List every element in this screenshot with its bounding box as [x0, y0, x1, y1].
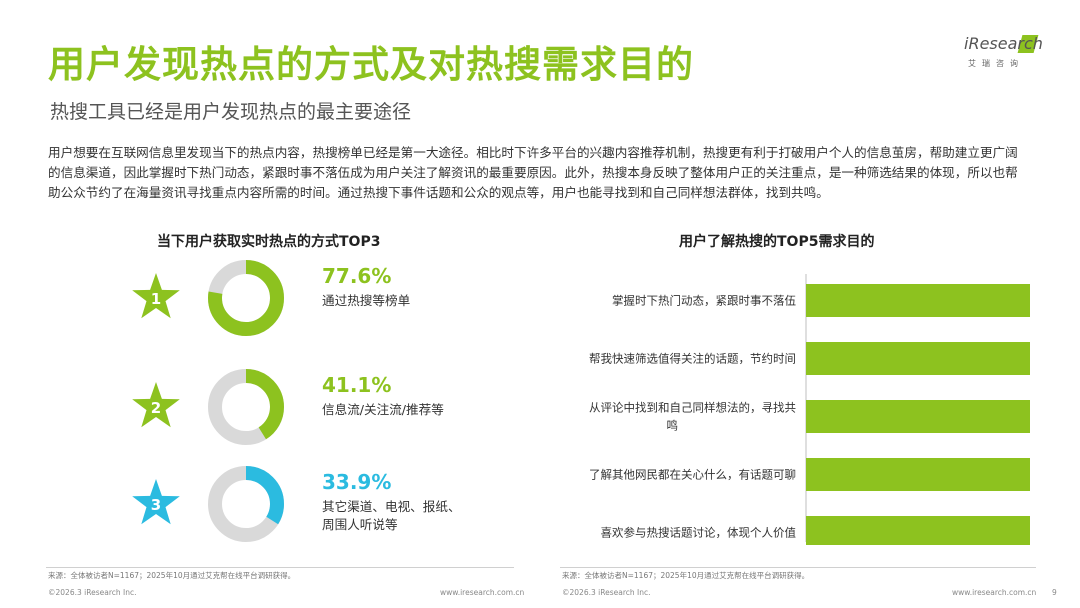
donut-percent: 77.6%: [322, 264, 392, 288]
bar: [806, 400, 1030, 433]
donut-label: 其它渠道、电视、报纸、周围人听说等: [322, 499, 461, 532]
rank-star-icon: 2: [130, 381, 182, 431]
bar: [806, 284, 1030, 317]
donut-row-2: 2 41.1% 信息流/关注流/推荐等: [130, 367, 510, 457]
bar-category-label: 掌握时下热门动态，紧跟时事不落伍: [612, 294, 796, 308]
left-chart-title: 当下用户获取实时热点的方式TOP3: [157, 234, 381, 250]
left-url: www.iresearch.com.cn: [440, 588, 525, 597]
right-source-note: 来源：全体被访者N=1167；2025年10月通过艾克帮在线平台调研获得。: [562, 571, 810, 580]
rank-number: 3: [150, 496, 162, 514]
donut-chart: [208, 260, 284, 336]
donut-chart: [208, 466, 284, 542]
right-divider: [560, 567, 1036, 568]
rank-number: 2: [150, 399, 162, 417]
bar-chart: 67.6%掌握时下热门动态，紧跟时事不落伍55.5%帮我快速筛选值得关注的话题，…: [589, 274, 1030, 545]
donut-percent: 33.9%: [322, 470, 392, 494]
bar: [806, 516, 1030, 545]
rank-number: 1: [150, 290, 162, 308]
donut-label: 通过热搜等榜单: [322, 293, 411, 308]
right-chart-title: 用户了解热搜的TOP5需求目的: [679, 234, 875, 250]
donut-arc: [208, 466, 284, 542]
donut-chart: [208, 369, 284, 445]
bar-category-label: 帮我快速筛选值得关注的话题，节约时间: [589, 352, 796, 366]
donut-row-3: 3 33.9% 其它渠道、电视、报纸、周围人听说等: [130, 464, 510, 554]
left-divider: [46, 567, 514, 568]
logo-wordmark: iResearch: [964, 34, 1043, 53]
bar: [806, 458, 1030, 491]
bar: [806, 342, 1030, 375]
donut-arc: [208, 369, 284, 445]
logo-chinese: 艾瑞咨询: [968, 59, 1024, 68]
donut-percent: 41.1%: [322, 373, 392, 397]
left-copyright: ©2026.3 iResearch Inc.: [48, 588, 137, 597]
rank-star-icon: 3: [130, 478, 182, 528]
intro-paragraph: 用户想要在互联网信息里发现当下的热点内容，热搜榜单已经是第一大途径。相比时下许多…: [48, 145, 1018, 200]
page-number: 9: [1052, 588, 1057, 597]
bar-category-label: 喜欢参与热搜话题讨论，体现个人价值: [601, 526, 797, 540]
rank-star-icon: 1: [130, 272, 182, 322]
right-copyright: ©2026.3 iResearch Inc.: [562, 588, 651, 597]
iresearch-logo: iResearch 艾瑞咨询: [962, 30, 1043, 78]
page-subtitle: 热搜工具已经是用户发现热点的最主要途径: [50, 101, 412, 123]
donut-row-1: 1 77.6% 通过热搜等榜单: [130, 258, 510, 348]
bar-category-label: 从评论中找到和自己同样想法的，寻找共鸣: [589, 401, 796, 433]
left-source-note: 来源：全体被访者N=1167；2025年10月通过艾克帮在线平台调研获得。: [48, 571, 296, 580]
right-url: www.iresearch.com.cn: [952, 588, 1037, 597]
donut-label: 信息流/关注流/推荐等: [322, 402, 444, 417]
bar-category-label: 了解其他网民都在关心什么，有话题可聊: [589, 468, 796, 482]
page-title: 用户发现热点的方式及对热搜需求目的: [48, 43, 694, 86]
donut-arc: [208, 260, 284, 336]
